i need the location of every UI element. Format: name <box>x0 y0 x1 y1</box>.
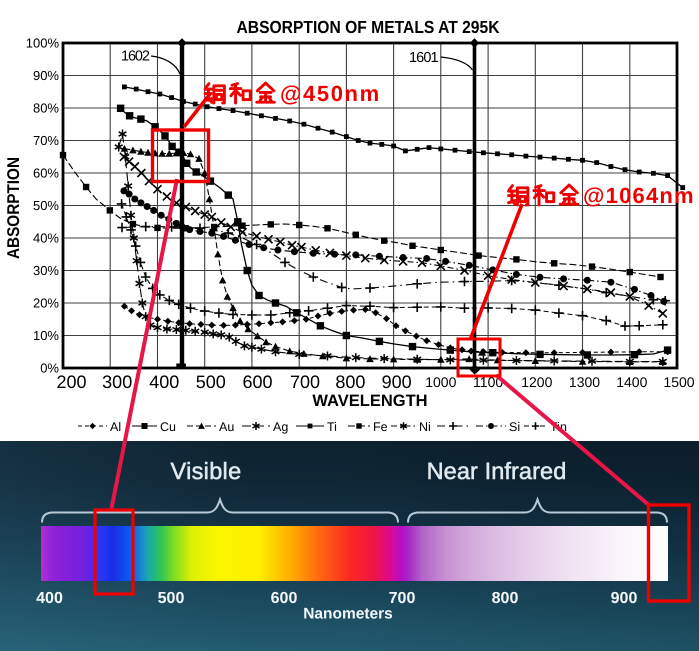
svg-text:200: 200 <box>56 372 86 392</box>
svg-text:Au: Au <box>219 420 234 434</box>
svg-text:1300: 1300 <box>569 374 600 390</box>
svg-text:700: 700 <box>389 590 416 607</box>
svg-text:10%: 10% <box>33 328 59 343</box>
svg-text:1000: 1000 <box>425 374 456 390</box>
svg-text:Al: Al <box>110 420 121 434</box>
svg-text:WAVELENGTH: WAVELENGTH <box>312 392 427 410</box>
svg-text:500: 500 <box>158 590 185 607</box>
svg-text:30%: 30% <box>33 263 59 278</box>
svg-text:Ti: Ti <box>327 420 337 434</box>
svg-text:Nanometers: Nanometers <box>303 606 393 623</box>
svg-text:80%: 80% <box>33 101 59 116</box>
svg-text:1100: 1100 <box>473 374 503 390</box>
svg-text:300: 300 <box>102 372 132 392</box>
svg-text:1400: 1400 <box>616 374 647 390</box>
svg-text:Fe: Fe <box>373 420 388 434</box>
svg-text:40%: 40% <box>33 231 59 246</box>
svg-text:1200: 1200 <box>521 374 552 390</box>
svg-text:600: 600 <box>242 372 272 392</box>
svg-text:@1064nm: @1064nm <box>583 183 695 208</box>
svg-text:Near Infrared: Near Infrared <box>427 458 567 484</box>
svg-text:Si: Si <box>509 420 520 434</box>
svg-text:100%: 100% <box>26 36 60 51</box>
svg-text:400: 400 <box>36 590 63 607</box>
svg-text:Cu: Cu <box>160 420 176 434</box>
svg-text:Visible: Visible <box>171 458 242 484</box>
svg-text:1500: 1500 <box>663 374 694 390</box>
svg-text:1602: 1602 <box>121 49 150 65</box>
svg-text:900: 900 <box>382 372 412 392</box>
svg-text:500: 500 <box>196 372 226 392</box>
svg-text:90%: 90% <box>33 68 59 83</box>
svg-text:800: 800 <box>492 590 519 607</box>
svg-text:1601: 1601 <box>409 50 438 66</box>
svg-text:0%: 0% <box>40 361 59 376</box>
svg-text:400: 400 <box>149 372 179 392</box>
svg-text:Ni: Ni <box>419 420 431 434</box>
svg-text:ABSORPTION OF METALS AT 295K: ABSORPTION OF METALS AT 295K <box>237 17 500 37</box>
svg-text:50%: 50% <box>33 198 59 213</box>
svg-text:60%: 60% <box>33 166 59 181</box>
svg-text:70%: 70% <box>33 133 59 148</box>
svg-text:Ag: Ag <box>273 420 288 434</box>
svg-text:ABSORPTION: ABSORPTION <box>4 157 23 259</box>
svg-text:900: 900 <box>611 590 638 607</box>
svg-text:800: 800 <box>335 372 365 392</box>
svg-text:700: 700 <box>290 372 320 392</box>
svg-text:20%: 20% <box>33 296 59 311</box>
svg-text:@450nm: @450nm <box>280 81 381 106</box>
svg-text:600: 600 <box>271 590 298 607</box>
